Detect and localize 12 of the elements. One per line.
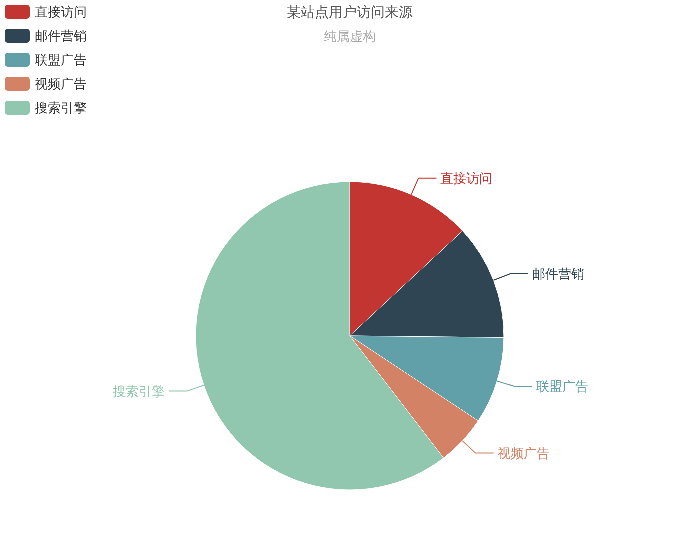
slice-label: 联盟广告 bbox=[536, 380, 588, 396]
text: 纯属虚构 bbox=[324, 30, 376, 45]
slice-label: 视频广告 bbox=[498, 446, 550, 462]
legend-label: 直接访问 bbox=[35, 4, 87, 21]
slice-label: 直接访问 bbox=[440, 170, 493, 187]
legend-label: 搜索引擎 bbox=[35, 102, 87, 117]
chart-title: 某站点用户访问来源 bbox=[287, 5, 413, 21]
slice-label: 邮件营销 bbox=[532, 268, 584, 283]
slice-label: 搜索引擎 bbox=[113, 384, 166, 400]
legend-label: 联盟广告 bbox=[35, 54, 87, 69]
legend-label: 邮件营销 bbox=[35, 30, 87, 45]
legend-label: 视频广告 bbox=[35, 78, 87, 93]
